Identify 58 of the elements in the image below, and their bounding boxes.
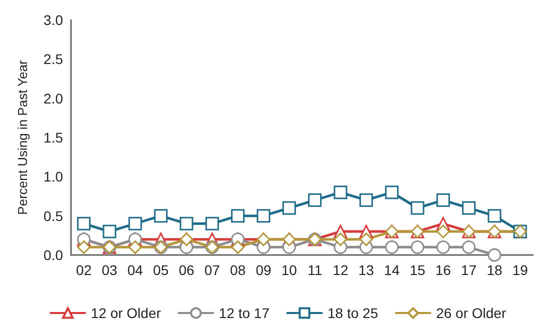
- x-tick-label: 08: [230, 262, 246, 278]
- x-tick-label: 04: [127, 262, 144, 278]
- point: [385, 186, 399, 200]
- point: [180, 216, 194, 230]
- point: [462, 201, 476, 215]
- x-tick-label: 09: [256, 262, 272, 278]
- x-tick-label: 10: [281, 262, 298, 278]
- point: [308, 193, 322, 207]
- x-tick-label: 03: [102, 262, 118, 278]
- x-tick-label: 06: [178, 262, 194, 278]
- point: [410, 240, 424, 254]
- point: [231, 209, 245, 223]
- x-tick-label: 16: [435, 262, 452, 278]
- point: [282, 201, 296, 215]
- legend-label: 18 to 25: [328, 305, 378, 321]
- point: [205, 216, 219, 230]
- point: [77, 240, 91, 254]
- point: [154, 209, 168, 223]
- point: [488, 209, 502, 223]
- point: [231, 240, 245, 254]
- y-tick-label: 1.5: [44, 130, 64, 146]
- legend-label: 26 or Older: [436, 305, 506, 321]
- y-tick-label: 2.0: [44, 90, 64, 106]
- point: [359, 193, 373, 207]
- point: [334, 186, 348, 200]
- x-tick-label: 18: [486, 262, 502, 278]
- y-tick-label: 0.5: [44, 208, 64, 224]
- x-tick-label: 13: [358, 262, 374, 278]
- y-tick-label: 0.0: [44, 247, 64, 263]
- y-tick-label: 2.5: [44, 51, 64, 68]
- x-tick-label: 05: [153, 262, 169, 278]
- point: [385, 240, 399, 254]
- x-tick-label: 17: [461, 262, 477, 278]
- legend-label: 12 or Older: [90, 305, 162, 321]
- x-tick-label: 11: [308, 262, 322, 278]
- point: [436, 193, 450, 207]
- x-tick-label: 12: [332, 262, 348, 278]
- point: [410, 201, 424, 215]
- y-axis-title: Percent Using in Past Year: [15, 60, 30, 215]
- point: [334, 232, 348, 246]
- point: [102, 224, 116, 238]
- point: [436, 224, 450, 238]
- point: [462, 240, 476, 254]
- point: [77, 216, 91, 230]
- point: [128, 216, 142, 230]
- point: [488, 248, 502, 262]
- x-tick-label: 02: [76, 262, 92, 278]
- y-tick-label: 3.0: [44, 12, 64, 28]
- x-tick-label: 14: [384, 262, 400, 278]
- y-tick-label: 1.0: [44, 168, 64, 185]
- x-tick-label: 19: [512, 262, 528, 278]
- x-tick-label: 07: [204, 262, 220, 278]
- point: [256, 209, 270, 223]
- point: [128, 240, 142, 254]
- legend-label: 12 to 17: [218, 305, 270, 321]
- x-tick-label: 15: [410, 262, 426, 278]
- point: [359, 232, 373, 246]
- point: [436, 240, 450, 254]
